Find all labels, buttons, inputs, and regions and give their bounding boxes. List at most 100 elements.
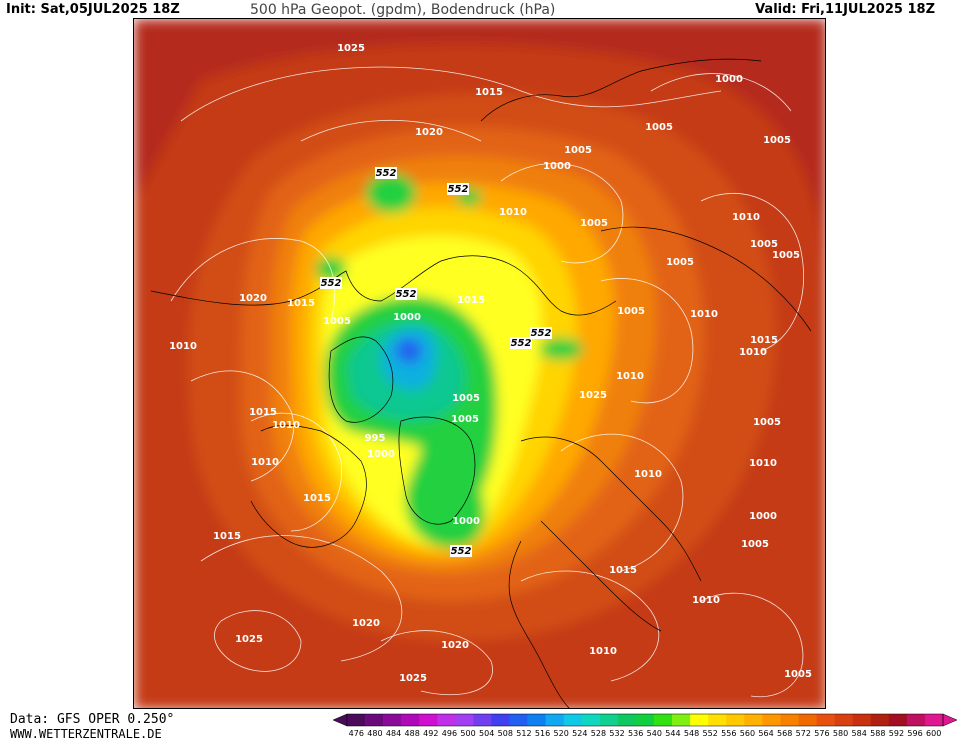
isobar-label: 1000: [367, 449, 395, 460]
geopotential-label-bg: [375, 167, 397, 179]
legend-tick-label: 532: [609, 729, 624, 738]
legend-tick-label: 524: [572, 729, 587, 738]
geopotential-label-bg: [450, 545, 472, 557]
isobar-label: 1015: [249, 407, 277, 418]
isobar-label: 1010: [732, 212, 760, 223]
legend-tick-label: 492: [423, 729, 438, 738]
isobar-label: 1025: [337, 43, 365, 54]
legend-tick-label: 496: [442, 729, 457, 738]
legend-color-swatch: [834, 714, 853, 726]
legend-color-swatch: [762, 714, 781, 726]
legend-tick-label: 540: [647, 729, 662, 738]
isobar-label: 1005: [741, 539, 769, 550]
geopotential-field: [134, 19, 825, 708]
legend-tick-label: 588: [870, 729, 885, 738]
isobar-label: 1000: [452, 516, 480, 527]
legend-tick-label: 520: [554, 729, 569, 738]
legend-color-swatch: [906, 714, 926, 726]
legend-tick-label: 516: [535, 729, 550, 738]
forecast-map: 1025 1015 1020 1000 1005 1005 1005 1000 1010 1005…: [133, 18, 826, 709]
isobar-label: 1025: [399, 673, 427, 684]
legend-tick-label: 580: [833, 729, 848, 738]
legend-color-swatch: [455, 714, 474, 726]
legend-max-arrow: [942, 713, 958, 727]
isobar-label: 1005: [763, 135, 791, 146]
isobar-label: 1010: [169, 341, 197, 352]
pressure-isobars: [170, 66, 804, 698]
data-source-label: Data: GFS OPER 0.250°: [10, 712, 175, 727]
legend-color-swatch: [708, 714, 727, 726]
geopotential-label: 552: [531, 328, 552, 339]
legend-min-arrow: [332, 713, 348, 727]
isobar-label: 1010: [499, 207, 527, 218]
isobar-label: 1025: [235, 634, 263, 645]
isobar-label: 1020: [415, 127, 443, 138]
geopotential-label: 552: [396, 289, 417, 300]
isobar-label: 1005: [323, 316, 351, 327]
legend-tick-label: 528: [591, 729, 606, 738]
legend-tick-label: 512: [516, 729, 531, 738]
legend-tick-label: 584: [852, 729, 867, 738]
isobar-label: 1010: [692, 595, 720, 606]
isobar-label: 1005: [645, 122, 673, 133]
isobar-label: 1015: [287, 298, 315, 309]
geopotential-label: 552: [448, 184, 469, 195]
isobar-label: 1010: [251, 457, 279, 468]
legend-color-swatch: [852, 714, 872, 726]
isobar-label: 1005: [452, 393, 480, 404]
legend-color-swatch: [419, 714, 438, 726]
isobar-label: 1000: [715, 74, 743, 85]
isobar-label: 1005: [564, 145, 592, 156]
legend-tick-label: 560: [740, 729, 755, 738]
init-time-label: Init: Sat,05JUL2025 18Z: [6, 2, 180, 17]
legend-color-swatch: [365, 714, 384, 726]
isobar-label: 1015: [303, 493, 331, 504]
legend-tick-label: 592: [889, 729, 904, 738]
legend-tick-label: 596: [907, 729, 922, 738]
legend-color-swatch: [491, 714, 510, 726]
legend-color-swatch: [545, 714, 565, 726]
isobar-label: 1005: [580, 218, 608, 229]
legend-color-swatch: [888, 714, 908, 726]
legend-tick-label: 500: [460, 729, 475, 738]
isobar-label: 1005: [666, 257, 694, 268]
isobar-label: 1020: [239, 293, 267, 304]
legend-color-swatch: [924, 714, 944, 726]
isobar-label: 1015: [609, 565, 637, 576]
legend-tick-label: 476: [349, 729, 364, 738]
geopotential-label: 552: [376, 168, 397, 179]
geopotential-label: 552: [451, 546, 472, 557]
legend-tick-label: 536: [628, 729, 643, 738]
isobar-label: 1010: [690, 309, 718, 320]
legend-color-swatch: [726, 714, 745, 726]
color-scale-legend: 476 480 484 488 492 496 500 504 508 512 516 520 524 5…: [332, 712, 959, 741]
isobar-label: 1000: [393, 312, 421, 323]
map-title: 500 hPa Geopot. (gpdm), Bodendruck (hPa): [250, 2, 556, 18]
legend-color-swatch: [599, 714, 619, 726]
website-label: WWW.WETTERZENTRALE.DE: [10, 727, 162, 741]
geopotential-label-bg: [510, 337, 532, 349]
legend-tick-label: 480: [367, 729, 382, 738]
isobar-label: 1005: [451, 414, 479, 425]
legend-color-swatch: [437, 714, 456, 726]
legend-tick-label: 504: [479, 729, 494, 738]
legend-color-swatch: [744, 714, 763, 726]
legend-color-swatch: [527, 714, 546, 726]
geopotential-label: 552: [321, 278, 342, 289]
legend-tick-label: 488: [405, 729, 420, 738]
legend-tick-label: 548: [684, 729, 699, 738]
isobar-label: 1020: [441, 640, 469, 651]
isobar-label: 1010: [739, 347, 767, 358]
pressure-label-layer: 1025 1015 1020 1000 1005 1005 1005 1000 1010 1005…: [169, 43, 812, 684]
geopotential-label-bg: [395, 288, 417, 300]
geopotential-label-bg: [447, 183, 469, 195]
legend-color-swatch: [581, 714, 601, 726]
isobar-label: 1000: [749, 511, 777, 522]
isobar-label: 1000: [543, 161, 571, 172]
isobar-label: 1015: [750, 335, 778, 346]
legend-tick-label: 508: [498, 729, 513, 738]
isobar-label: 1005: [784, 669, 812, 680]
legend-color-swatch: [654, 714, 673, 726]
legend-tick-label: 484: [386, 729, 401, 738]
